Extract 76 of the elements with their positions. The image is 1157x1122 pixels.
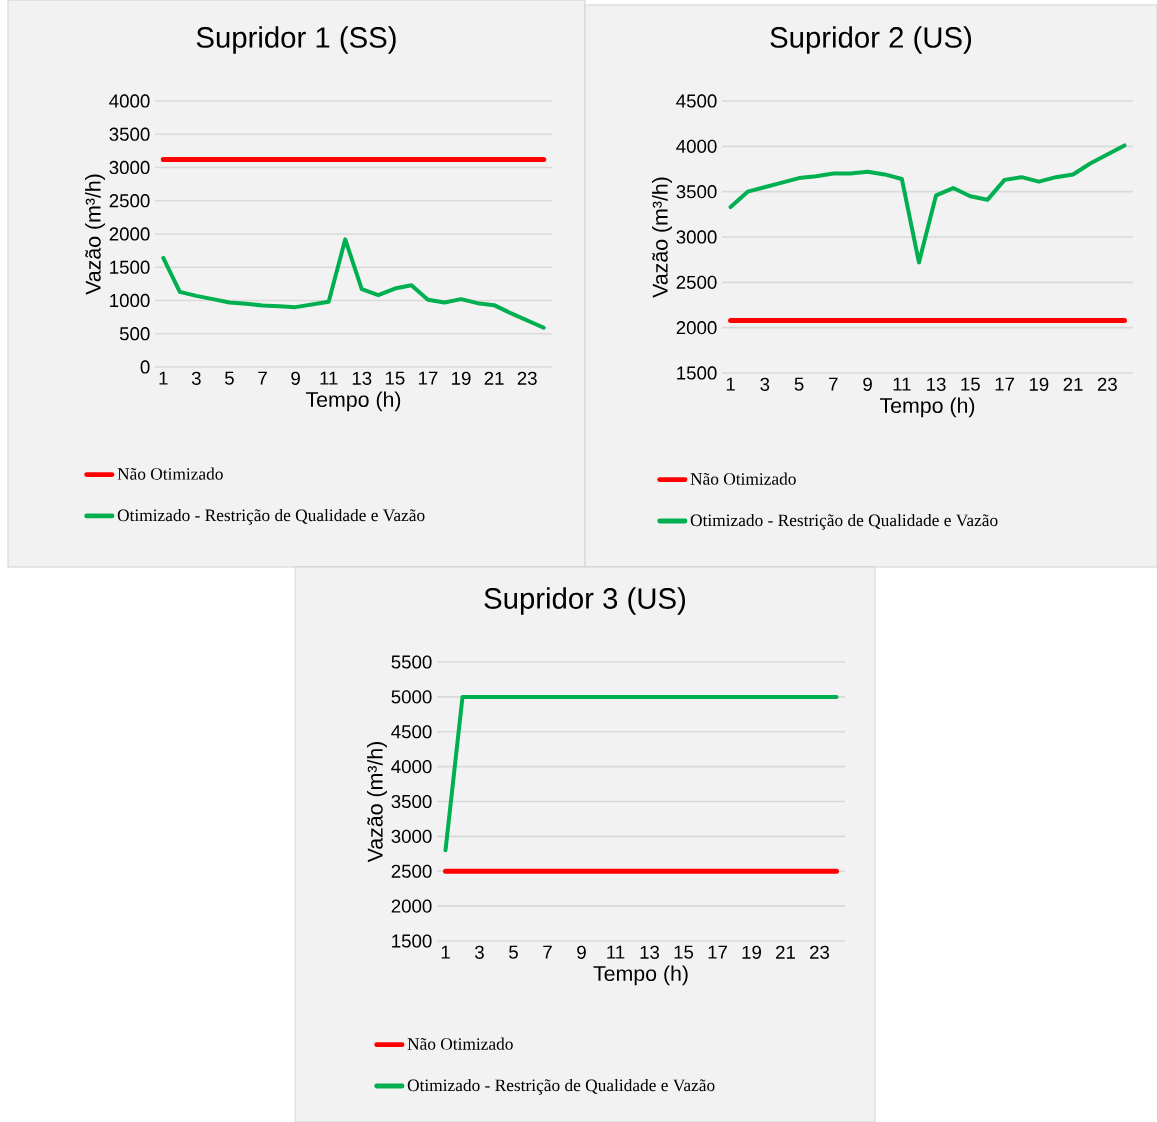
x-tick-label: 1 bbox=[441, 945, 450, 959]
x-tick-label: 17 bbox=[708, 945, 727, 959]
y-tick-label: 3000 bbox=[109, 160, 150, 175]
x-tick-label: 3 bbox=[760, 377, 770, 391]
y-tick-label: 1500 bbox=[677, 366, 717, 380]
x-tick-label: 7 bbox=[829, 377, 838, 391]
x-tick-label: 23 bbox=[517, 371, 537, 385]
x-tick-label: 17 bbox=[418, 371, 438, 385]
y-tick-label: 2000 bbox=[391, 899, 432, 913]
x-tick-label: 7 bbox=[543, 945, 552, 959]
x-tick-label: 3 bbox=[475, 945, 484, 959]
x-axis-title: Tempo (h) bbox=[305, 391, 401, 412]
x-tick-label: 13 bbox=[640, 945, 660, 959]
x-tick-label: 13 bbox=[352, 371, 372, 385]
y-tick-label: 1500 bbox=[110, 260, 150, 274]
legend-label: Não Otimizado bbox=[690, 472, 796, 485]
y-tick-label: 1500 bbox=[392, 934, 432, 948]
y-tick-label: 3500 bbox=[391, 794, 432, 809]
x-tick-label: 1 bbox=[159, 371, 168, 385]
legend-label: Não Otimizado bbox=[117, 467, 223, 480]
y-tick-label: 4000 bbox=[391, 760, 432, 774]
y-tick-label: 3000 bbox=[676, 230, 717, 244]
x-tick-label: 19 bbox=[452, 371, 471, 385]
x-tick-label: 11 bbox=[893, 377, 911, 391]
legend-label: Não Otimizado bbox=[407, 1037, 513, 1050]
y-tick-label: 2500 bbox=[676, 275, 717, 289]
x-tick-label: 5 bbox=[225, 371, 234, 385]
legend-label: Otimizado - Restrição de Qualidade e Vazão bbox=[117, 508, 425, 525]
x-tick-label: 23 bbox=[810, 945, 830, 959]
x-tick-label: 15 bbox=[385, 371, 405, 385]
y-tick-label: 0 bbox=[140, 360, 150, 374]
x-tick-label: 19 bbox=[742, 945, 761, 959]
y-tick-label: 4500 bbox=[676, 94, 717, 108]
y-tick-label: 4500 bbox=[391, 725, 432, 739]
y-tick-label: 500 bbox=[119, 327, 150, 341]
y-tick-label: 2000 bbox=[676, 321, 717, 335]
chart-title: Supridor 2 (US) bbox=[770, 26, 971, 54]
x-tick-label: 7 bbox=[258, 371, 267, 385]
y-tick-label: 5500 bbox=[391, 655, 432, 669]
legend-label: Otimizado - Restrição de Qualidade e Vazão bbox=[690, 513, 998, 530]
x-tick-label: 3 bbox=[191, 371, 201, 385]
x-tick-label: 5 bbox=[509, 945, 518, 959]
x-tick-label: 9 bbox=[863, 377, 872, 391]
y-axis-title: Vazão (m³/h) bbox=[652, 177, 672, 298]
x-tick-label: 21 bbox=[484, 371, 504, 385]
x-tick-label: 21 bbox=[776, 945, 795, 959]
x-tick-label: 23 bbox=[1097, 377, 1117, 391]
x-tick-label: 11 bbox=[607, 945, 625, 959]
legend-label: Otimizado - Restrição de Qualidade e Vazão bbox=[407, 1078, 715, 1095]
y-tick-label: 2000 bbox=[109, 227, 150, 241]
x-tick-label: 1 bbox=[726, 377, 735, 391]
x-tick-label: 5 bbox=[794, 377, 804, 391]
y-axis-title: Vazão (m³/h) bbox=[85, 174, 105, 295]
y-tick-label: 2500 bbox=[391, 864, 432, 878]
x-tick-label: 9 bbox=[577, 945, 586, 959]
chart-title: Supridor 3 (US) bbox=[484, 587, 685, 615]
y-tick-label: 3500 bbox=[676, 185, 717, 199]
x-tick-label: 9 bbox=[291, 371, 300, 385]
x-tick-label: 13 bbox=[927, 377, 946, 391]
x-axis-title: Tempo (h) bbox=[879, 397, 975, 418]
x-tick-label: 11 bbox=[320, 371, 338, 385]
x-tick-label: 15 bbox=[961, 377, 980, 391]
x-tick-label: 17 bbox=[995, 377, 1015, 391]
y-tick-label: 1000 bbox=[110, 293, 150, 308]
y-tick-label: 4000 bbox=[676, 139, 717, 153]
y-axis-title: Vazão (m³/h) bbox=[367, 742, 387, 863]
y-tick-label: 5000 bbox=[391, 690, 432, 704]
x-tick-label: 19 bbox=[1029, 377, 1049, 391]
y-tick-label: 3000 bbox=[391, 829, 432, 843]
y-tick-label: 2500 bbox=[109, 194, 150, 208]
x-axis-title: Tempo (h) bbox=[593, 965, 688, 986]
y-tick-label: 4000 bbox=[109, 94, 150, 108]
chart-title: Supridor 1 (SS) bbox=[196, 26, 396, 54]
x-tick-label: 15 bbox=[674, 945, 694, 959]
x-tick-label: 21 bbox=[1063, 377, 1083, 391]
y-tick-label: 3500 bbox=[109, 127, 150, 141]
